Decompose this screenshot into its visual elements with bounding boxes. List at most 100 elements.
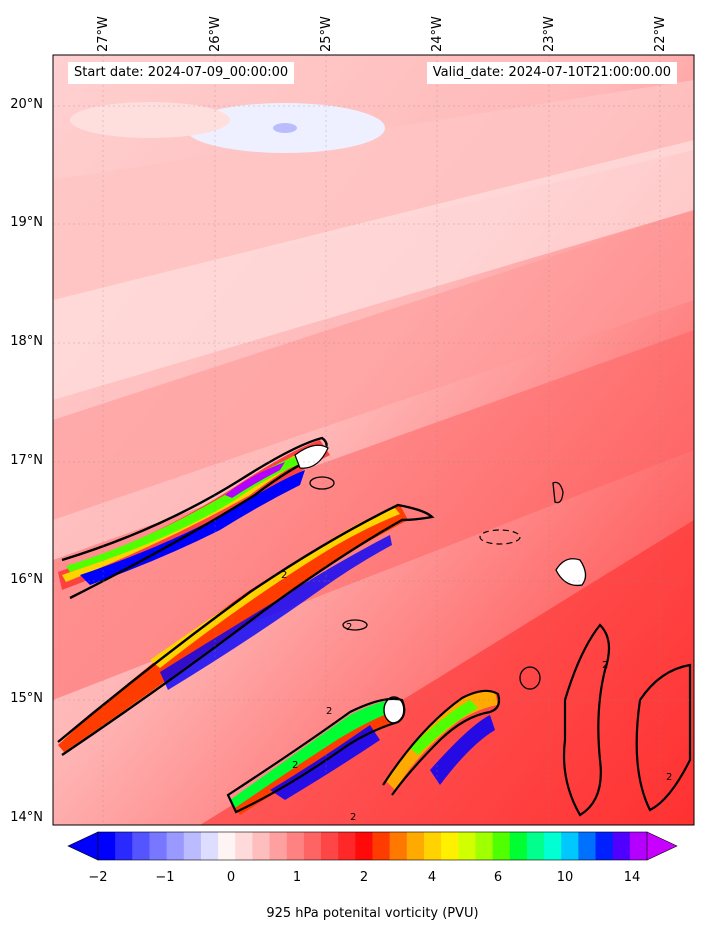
colorbar-swatch: [612, 832, 631, 860]
colorbar-tick: 4: [427, 870, 437, 885]
colorbar-swatch: [492, 832, 511, 860]
colorbar-tick: 6: [493, 870, 503, 885]
colorbar: [67, 831, 678, 861]
colorbar-swatch: [98, 832, 116, 860]
pv-negative-band-middle: [160, 535, 392, 690]
colorbar-tick: 0: [226, 870, 236, 885]
lon-label: 22°W: [653, 16, 668, 52]
pv-low-region: [273, 123, 297, 133]
lon-label: 23°W: [542, 16, 557, 52]
pv-negative-band-lower: [430, 715, 495, 785]
colorbar-swatch: [561, 832, 579, 860]
lat-label: 17°N: [10, 453, 43, 468]
colorbar-label: 925 hPa potenital vorticity (PVU): [266, 906, 479, 921]
pv-negative-band-upper: [80, 470, 305, 585]
lon-label: 27°W: [96, 16, 111, 52]
pv-2-contour: [61, 436, 328, 600]
pv-2-contour: [519, 666, 541, 690]
lon-label: 24°W: [430, 16, 445, 52]
colorbar-swatch: [458, 832, 476, 860]
colorbar-over-arrow: [646, 831, 678, 861]
map-grid: [53, 55, 694, 825]
colorbar-swatch: [629, 832, 648, 860]
pv-band: [53, 210, 694, 520]
lat-label: 20°N: [10, 97, 43, 112]
colorbar-swatch: [166, 832, 185, 860]
pv-2-contour: [342, 619, 368, 631]
pv-2-contour: [552, 481, 564, 504]
colorbar-swatch: [286, 832, 305, 860]
pv-band: [70, 102, 230, 138]
colorbar-swatch: [149, 832, 168, 860]
contour-label: 2: [326, 706, 332, 717]
pv-contour-island: [294, 444, 329, 469]
colorbar-swatch: [509, 832, 528, 860]
colorbar-tick: 14: [623, 870, 641, 885]
contour-label: 2: [346, 622, 352, 633]
colorbar-swatch: [269, 832, 288, 860]
contour-label: 2: [350, 812, 356, 823]
colorbar-swatch: [595, 832, 614, 860]
colorbar-swatch: [183, 832, 202, 860]
pv-filament-lower-right: [385, 691, 498, 790]
colorbar-swatch: [372, 832, 391, 860]
pv-2-contour: [479, 529, 521, 545]
colorbar-swatch: [338, 832, 356, 860]
colorbar-swatch: [252, 832, 271, 860]
colorbar-swatch: [115, 832, 133, 860]
pv-band: [53, 80, 694, 300]
map-frame: [52, 54, 695, 826]
colorbar-swatch: [355, 832, 373, 860]
start-date-label: Start date: 2024-07-09_00:00:00: [68, 62, 295, 84]
colorbar-under-arrow: [67, 831, 99, 861]
colorbar-tick: −1: [155, 870, 175, 885]
colorbar-swatch: [218, 832, 236, 860]
pv-band: [53, 140, 694, 400]
colorbar-frame: [97, 831, 648, 861]
lat-label: 15°N: [10, 691, 43, 706]
lon-label: 26°W: [208, 16, 223, 52]
colorbar-swatch: [406, 832, 425, 860]
colorbar-tick: 2: [359, 870, 369, 885]
pv-filament-upper-peak: [225, 462, 285, 498]
valid-date-label: Valid_date: 2024-07-10T21:00:00.00: [426, 62, 677, 84]
lat-label: 14°N: [10, 810, 43, 825]
colorbar-swatch: [578, 832, 597, 860]
lat-label: 19°N: [10, 215, 43, 230]
pv-band: [53, 330, 694, 700]
colorbar-swatch: [303, 832, 322, 860]
colorbar-swatch: [441, 832, 459, 860]
colorbar-swatch: [389, 832, 408, 860]
pv-2-contour: [562, 623, 611, 817]
contour-label: 2: [602, 660, 608, 671]
pv-2-contour: [309, 476, 335, 490]
colorbar-swatch: [200, 832, 219, 860]
pv-filament-lower-right-core: [410, 700, 478, 755]
colorbar-swatch: [132, 832, 150, 860]
colorbar-swatch: [475, 832, 494, 860]
contour-label: 2: [292, 760, 298, 771]
pv-contour-island: [555, 558, 587, 587]
lat-label: 16°N: [10, 572, 43, 587]
pv-2-contour: [635, 663, 692, 812]
pv-2-contour: [226, 697, 406, 814]
colorbar-swatch: [235, 832, 253, 860]
colorbar-swatch: [526, 832, 545, 860]
pv-2-contour: [382, 689, 501, 796]
colorbar-swatch: [544, 832, 562, 860]
contour-label: 2: [666, 772, 672, 783]
colorbar-swatches: [98, 832, 648, 860]
colorbar-tick: 1: [292, 870, 302, 885]
pv-negative-band-lower: [270, 725, 380, 800]
lon-label: 25°W: [319, 16, 334, 52]
lat-label: 18°N: [10, 334, 43, 349]
colorbar-tick: −2: [88, 870, 108, 885]
colorbar-tick: 10: [556, 870, 574, 885]
colorbar-swatch: [423, 832, 442, 860]
pv-filament-middle: [150, 508, 400, 668]
contour-label: 2: [281, 570, 287, 581]
pv-2-contour: [57, 503, 435, 756]
map-plot-area: 2 2 2 2 2 2 2: [53, 55, 694, 825]
colorbar-swatch: [321, 832, 339, 860]
